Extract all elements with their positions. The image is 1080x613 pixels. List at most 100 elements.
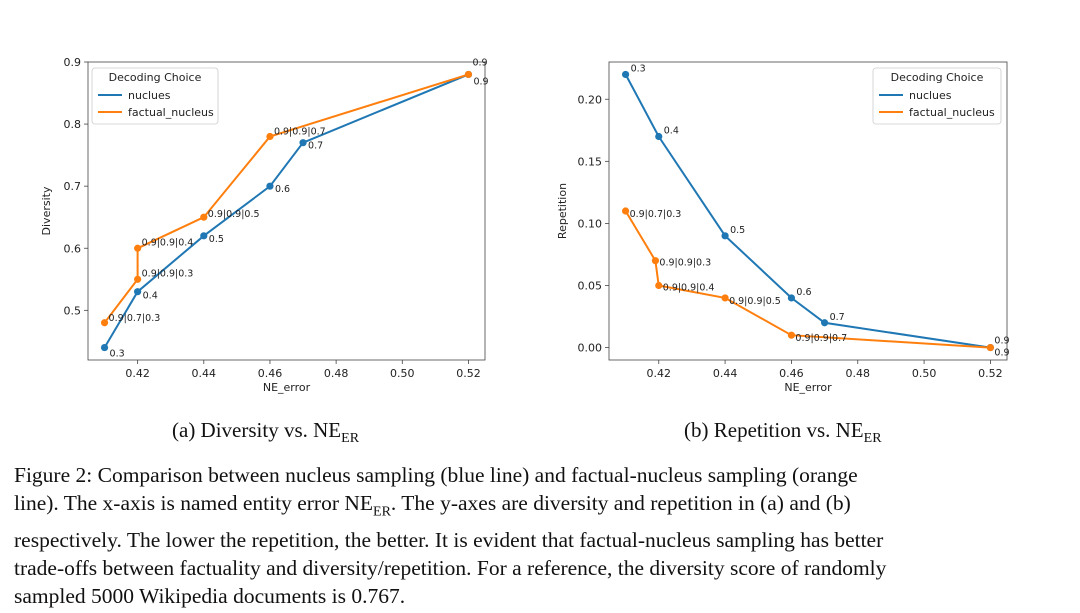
panel-b-nucleus-point — [621, 70, 630, 79]
chart-panel-b: 0.42 0.44 0.46 0.48 0.50 0.52 0.00 0.05 0.10 0.15… — [556, 61, 1010, 394]
panel-b-nucleus-point-label: 0.7 — [830, 312, 845, 323]
panel-b-x-tick-label: 0.50 — [912, 367, 937, 380]
panel-a-factual-nucleus-point — [100, 319, 109, 327]
panel-a-x-axis-label: NE_error — [263, 381, 311, 394]
panel-a-x-tick-label: 0.48 — [324, 367, 349, 380]
panel-b-x-tick-label: 0.48 — [846, 367, 871, 380]
panel-a-factual-nucleus-point-label: 0.9|0.7|0.3 — [109, 313, 161, 324]
panel-b-y-axis-label: Repetition — [556, 183, 569, 239]
panel-a-y-tick-label: 0.6 — [64, 242, 82, 255]
panel-a-x-tick-label: 0.50 — [390, 367, 415, 380]
panel-b-nucleus-line — [624, 73, 991, 349]
panel-a-x-tick-label: 0.46 — [258, 367, 283, 380]
figure-caption: Figure 2: Comparison between nucleus sam… — [14, 461, 1070, 610]
figure-caption-line-1: Figure 2: Comparison between nucleus sam… — [14, 463, 858, 487]
panel-b-nucleus-point — [820, 319, 829, 327]
panel-b-x-tick-label: 0.42 — [647, 367, 672, 380]
panel-b-nucleus-point-label: 0.3 — [631, 63, 646, 74]
panel-caption-b: (b) Repetition vs. NEER — [684, 418, 882, 447]
panel-b-x-tick-label: 0.52 — [978, 367, 1003, 380]
panel-a-y-tick-label: 0.8 — [64, 118, 82, 131]
panel-b-y-tick-label: 0.10 — [578, 217, 603, 230]
panel-a-factual-nucleus-point-label: 0.9|0.9|0.5 — [208, 209, 260, 220]
panel-a-nucleus-point — [100, 343, 109, 352]
panel-a-y-axis-label: Diversity — [40, 186, 53, 235]
panel-b-plot-frame — [608, 61, 1008, 361]
panel-a-nucleus-point-label: 0.6 — [275, 184, 290, 195]
panel-a-legend-nucleus-label: nuclues — [128, 89, 171, 102]
panel-a-factual-nucleus-point — [266, 132, 274, 141]
panel-a-x-tick-label: 0.52 — [456, 367, 481, 380]
panel-a-factual-nucleus-point — [464, 70, 473, 79]
panel-b-factual-nucleus-point — [655, 281, 663, 290]
panel-b-y-tick-label: 0.00 — [578, 342, 603, 355]
panel-a-x-tick-label: 0.42 — [125, 367, 150, 380]
panel-b-x-axis-label: NE_error — [784, 381, 832, 394]
panel-b-nucleus-point-label: 0.4 — [664, 126, 679, 137]
figure-caption-line-5: sampled 5000 Wikipedia documents is 0.76… — [14, 584, 406, 609]
panel-a-factual-nucleus-point-label: 0.9 — [472, 57, 487, 68]
panel-b-factual-nucleus-line — [624, 210, 991, 349]
panel-a-factual-nucleus-line — [103, 73, 469, 324]
panel-b-nucleus-point-label: 0.5 — [730, 225, 745, 236]
panel-caption-b-text: (b) Repetition vs. NE — [684, 418, 864, 442]
panel-a-legend-factual-nucleus-label: factual_nucleus — [128, 106, 214, 119]
panel-caption-a: (a) Diversity vs. NEER — [172, 418, 359, 447]
panel-b-legend-box — [872, 67, 1002, 125]
panel-b-nucleus-point — [655, 132, 663, 141]
panel-b-y-tick-label: 0.20 — [578, 93, 603, 106]
panel-a-nucleus-point — [134, 288, 142, 296]
panel-b-y-tick-label: 0.05 — [578, 280, 603, 293]
panel-b-factual-nucleus-point — [621, 207, 630, 215]
panel-b-factual-nucleus-point — [721, 294, 729, 302]
panel-a-nucleus-point-label: 0.9 — [473, 76, 488, 87]
panel-caption-a-subscript: ER — [341, 431, 360, 447]
panel-b-factual-nucleus-point-label: 0.9|0.9|0.7 — [795, 333, 847, 344]
panel-b-legend-nucleus-label: nuclues — [909, 89, 952, 102]
panel-a-legend-title: Decoding Choice — [109, 71, 202, 84]
panel-b-y-tick-label: 0.15 — [578, 155, 603, 168]
panel-b-nucleus-point-label: 0.6 — [796, 287, 811, 298]
panel-b-factual-nucleus-point-label: 0.9 — [994, 348, 1009, 359]
panel-a-nucleus-point — [200, 232, 208, 240]
figure-caption-line-2: line). The x-axis is named entity error … — [14, 489, 1070, 526]
panel-caption-b-subscript: ER — [863, 431, 882, 447]
figure-caption-line-3: respectively. The lower the repetition, … — [14, 528, 884, 553]
panel-a-y-tick-label: 0.7 — [64, 180, 82, 193]
panel-a-factual-nucleus-point-label: 0.9|0.9|0.3 — [142, 268, 194, 279]
panel-b-factual-nucleus-point — [986, 343, 995, 352]
panel-b-factual-nucleus-point-label: 0.9|0.9|0.4 — [663, 283, 715, 294]
panel-b-factual-nucleus-point-label: 0.9|0.9|0.5 — [729, 296, 781, 307]
panel-a-factual-nucleus-point — [134, 244, 142, 252]
panel-a-factual-nucleus-point-label: 0.9|0.9|0.7 — [274, 127, 326, 138]
panel-a-nucleus-point-label: 0.4 — [143, 291, 158, 302]
figure-caption-line-2-start: line). The x-axis is named entity error … — [14, 491, 374, 515]
panel-a-y-tick-label: 0.5 — [64, 304, 82, 317]
panel-a-legend-box — [91, 67, 219, 125]
panel-b-nucleus-point — [787, 294, 796, 302]
figure-caption-line-2-subscript: ER — [373, 504, 391, 520]
panel-b-factual-nucleus-point — [651, 257, 660, 265]
panel-b-factual-nucleus-point-label: 0.9|0.9|0.3 — [659, 258, 711, 269]
panel-b-nucleus-point-label: 0.9 — [994, 336, 1009, 347]
panel-b-legend: Decoding Choice nuclues factual_nucleus — [872, 67, 1002, 125]
panel-a-nucleus-point — [266, 182, 274, 190]
panel-b-legend-title: Decoding Choice — [891, 71, 984, 84]
panel-a-legend: Decoding Choice nuclues factual_nucleus — [91, 67, 219, 125]
chart-panel-a: 0.42 0.44 0.46 0.48 0.50 0.52 0.5 0.6 0.7 0.8 0.9 N… — [40, 56, 489, 394]
panel-a-nucleus-line — [103, 73, 469, 349]
figure-caption-line-4: trade-offs between factuality and divers… — [14, 556, 887, 581]
figure: 0.42 0.44 0.46 0.48 0.50 0.52 0.5 0.6 0.7 0.8 0.9 N… — [40, 56, 1010, 394]
panel-a-nucleus-point — [299, 139, 307, 147]
panel-b-legend-factual-nucleus-label: factual_nucleus — [909, 106, 995, 119]
figure-caption-line-2-end: . The y-axes are diversity and repetitio… — [390, 491, 851, 515]
panel-caption-a-text: (a) Diversity vs. NE — [172, 418, 342, 442]
panel-a-factual-nucleus-point-label: 0.9|0.9|0.4 — [142, 237, 194, 248]
panel-a-nucleus-point-label: 0.7 — [308, 141, 323, 152]
panel-a-factual-nucleus-point — [200, 213, 208, 221]
panel-a-factual-nucleus-point — [134, 275, 142, 283]
panel-b-x-tick-label: 0.44 — [713, 367, 738, 380]
panel-a-nucleus-point-label: 0.3 — [110, 349, 125, 360]
panel-b-factual-nucleus-point — [787, 331, 796, 339]
panel-a-plot-frame — [87, 61, 486, 361]
